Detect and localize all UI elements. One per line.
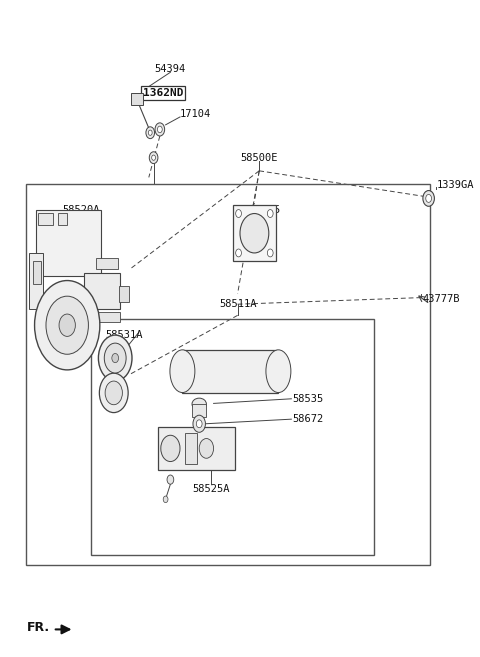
Text: 58500E: 58500E: [240, 152, 278, 163]
Circle shape: [193, 415, 205, 432]
Circle shape: [196, 420, 202, 428]
Text: 1362ND: 1362ND: [143, 88, 183, 99]
Circle shape: [423, 191, 434, 206]
Circle shape: [146, 127, 155, 139]
Circle shape: [98, 335, 132, 381]
Bar: [84, 312, 120, 322]
Circle shape: [163, 496, 168, 503]
Text: 59145: 59145: [250, 205, 281, 215]
Circle shape: [240, 214, 269, 253]
Circle shape: [167, 475, 174, 484]
Circle shape: [267, 210, 273, 217]
Text: 58525A: 58525A: [192, 484, 230, 495]
Bar: [192, 404, 206, 417]
Ellipse shape: [170, 350, 195, 393]
Circle shape: [236, 210, 241, 217]
Circle shape: [152, 155, 156, 160]
Circle shape: [149, 152, 158, 164]
Text: 58535: 58535: [293, 394, 324, 404]
Circle shape: [161, 435, 180, 462]
Text: 54394: 54394: [155, 64, 186, 74]
Circle shape: [112, 353, 119, 363]
Circle shape: [267, 249, 273, 257]
Text: 58672: 58672: [293, 414, 324, 424]
Circle shape: [35, 281, 100, 370]
Circle shape: [155, 123, 165, 136]
Bar: [185, 433, 197, 464]
Bar: [26, 184, 430, 565]
Bar: [58, 213, 67, 225]
Circle shape: [46, 296, 88, 354]
Circle shape: [59, 314, 75, 336]
Circle shape: [426, 194, 432, 202]
Text: 58531A: 58531A: [106, 330, 143, 340]
Bar: [119, 286, 129, 302]
Circle shape: [236, 249, 241, 257]
Circle shape: [157, 126, 162, 133]
Text: FR.: FR.: [26, 621, 49, 634]
Bar: [38, 213, 53, 225]
Bar: [158, 427, 235, 470]
Circle shape: [105, 381, 122, 405]
Text: 58511A: 58511A: [219, 299, 256, 309]
Bar: [36, 210, 101, 276]
Bar: [84, 273, 120, 309]
Bar: [29, 253, 43, 309]
Bar: [233, 205, 276, 261]
Circle shape: [104, 343, 126, 373]
Text: 17104: 17104: [180, 109, 211, 120]
Bar: [91, 319, 374, 555]
Circle shape: [199, 439, 214, 459]
Bar: [182, 350, 278, 393]
Bar: [96, 258, 118, 269]
Ellipse shape: [192, 398, 206, 410]
Bar: [131, 93, 143, 105]
Circle shape: [148, 130, 152, 135]
Text: 1339GA: 1339GA: [437, 180, 474, 191]
Text: 58520A: 58520A: [62, 205, 100, 215]
Text: 43777B: 43777B: [422, 294, 460, 304]
Circle shape: [99, 373, 128, 413]
Bar: [33, 261, 41, 284]
Ellipse shape: [266, 350, 291, 393]
